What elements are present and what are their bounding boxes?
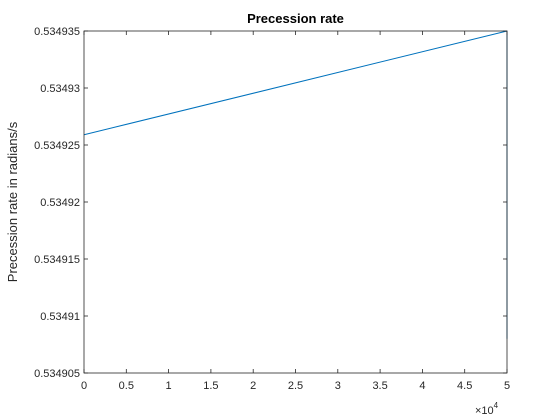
x-tick-label: 5 [504,380,510,392]
x-tick-label: 4.5 [457,380,472,392]
y-tick-label: 0.53493 [40,83,80,95]
chart-title: Precession rate [247,11,344,26]
x-tick-label: 2 [250,380,256,392]
x-tick-label: 1.5 [203,380,218,392]
y-tick-label: 0.534925 [34,140,80,152]
x-tick-label: 2.5 [288,380,303,392]
x-tick-label: 3 [335,380,341,392]
x-axis-multiplier-exponent: 4 [494,401,499,410]
y-tick-label: 0.534905 [34,368,80,380]
y-axis-title: Precession rate in radians/s [5,121,20,282]
x-tick-label: 0.5 [119,380,134,392]
plot-area [84,31,507,373]
y-tick-label: 0.534935 [34,26,80,38]
x-tick-label: 4 [419,380,425,392]
x-tick-label: 3.5 [372,380,387,392]
y-tick-label: 0.53491 [40,311,80,323]
x-tick-label: 0 [81,380,87,392]
x-tick-label: 1 [166,380,172,392]
y-tick-label: 0.534915 [34,254,80,266]
y-tick-label: 0.53492 [40,197,80,209]
x-axis-multiplier-base: ×10 [475,405,494,417]
